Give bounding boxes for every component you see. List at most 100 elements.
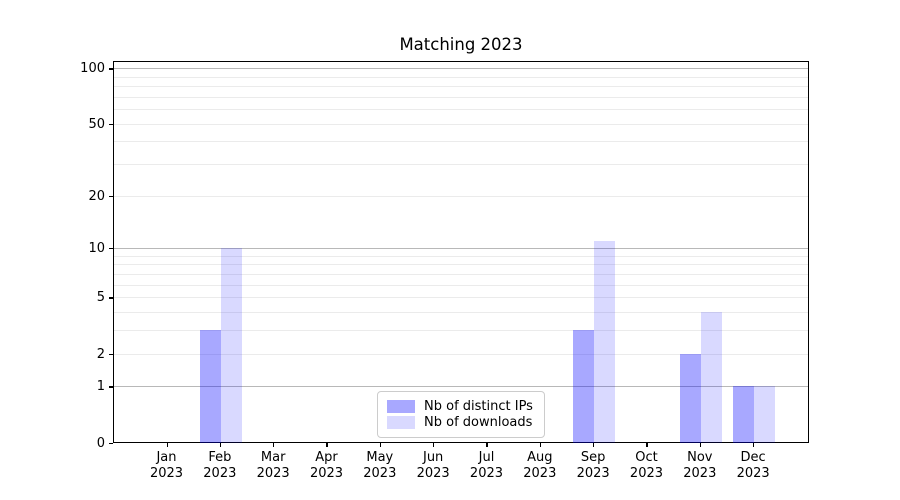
y-tick-label: 50 <box>88 116 105 132</box>
x-tick-label-year: 2023 <box>203 466 237 481</box>
minor-gridline <box>114 195 808 197</box>
y-axis-tick <box>109 68 113 70</box>
major-gridline <box>114 68 808 70</box>
minor-gridline <box>114 86 808 88</box>
x-tick-label-month: Mar <box>260 450 286 465</box>
x-axis-tick <box>166 443 168 447</box>
minor-gridline <box>114 96 808 98</box>
x-tick-label: Dec 2023 <box>713 450 793 482</box>
minor-gridline <box>114 330 808 332</box>
minor-gridline <box>114 76 808 78</box>
major-gridline <box>114 248 808 250</box>
minor-gridline <box>114 109 808 111</box>
x-tick-label-month: Jul <box>478 450 495 465</box>
x-axis-tick <box>539 443 542 447</box>
bar-downloads <box>220 248 243 444</box>
x-tick-label-month: Apr <box>315 450 338 465</box>
x-tick-label: Jun 2023 <box>393 450 473 482</box>
x-tick-label-year: 2023 <box>576 466 610 481</box>
x-tick-label-year: 2023 <box>683 466 717 481</box>
plot-area <box>113 61 809 444</box>
x-axis-tick <box>379 443 382 447</box>
bar-distinct-ips <box>199 330 221 444</box>
y-axis-tick <box>109 123 113 126</box>
x-axis-tick <box>486 443 488 447</box>
minor-gridline <box>114 255 808 257</box>
x-tick-label-month: Feb <box>208 450 232 465</box>
bar-distinct-ips <box>572 330 595 444</box>
x-tick-label-month: Aug <box>527 450 553 465</box>
legend-item: Nb of downloads <box>387 415 535 432</box>
minor-gridline <box>114 284 808 286</box>
y-axis-tick <box>109 353 113 355</box>
bar-downloads <box>594 241 616 444</box>
x-axis-tick <box>646 443 648 447</box>
x-tick-label-year: 2023 <box>363 466 397 481</box>
x-tick-label-year: 2023 <box>469 466 504 481</box>
x-axis-tick <box>753 443 755 447</box>
x-tick-label-month: Nov <box>687 450 713 465</box>
bar-downloads <box>700 312 723 444</box>
x-tick-label-month: Oct <box>635 450 658 465</box>
bar-distinct-ips <box>732 386 755 444</box>
minor-gridline <box>114 297 808 299</box>
x-tick-label-year: 2023 <box>256 466 290 481</box>
x-tick-label-month: Dec <box>740 450 766 465</box>
y-axis-tick <box>109 442 113 444</box>
y-tick-label: 5 <box>96 290 105 306</box>
x-tick-label: Mar 2023 <box>233 450 313 482</box>
x-axis-tick <box>273 443 275 447</box>
x-tick-label: Feb 2023 <box>180 450 260 482</box>
x-tick-label: May 2023 <box>340 450 420 482</box>
x-tick-label: Jul 2023 <box>446 450 526 482</box>
x-tick-label-month: Jun <box>422 450 444 465</box>
minor-gridline <box>114 123 808 125</box>
y-tick-label: 2 <box>96 346 105 362</box>
x-tick-label: Sep 2023 <box>553 450 633 482</box>
chart-title: Matching 2023 <box>399 35 523 54</box>
x-tick-label-month: Jan <box>156 450 177 465</box>
y-tick-label: 1 <box>96 379 105 395</box>
x-tick-label-month: Sep <box>580 450 606 465</box>
legend-label: Nb of distinct IPs <box>424 398 533 414</box>
x-tick-label-year: 2023 <box>629 466 664 481</box>
x-tick-label-year: 2023 <box>523 466 557 481</box>
x-tick-label: Aug 2023 <box>500 450 580 482</box>
x-axis-tick <box>433 443 435 447</box>
y-tick-label: 0 <box>96 435 105 451</box>
x-tick-label-year: 2023 <box>416 466 450 481</box>
y-axis-tick <box>109 297 113 299</box>
legend-item: Nb of distinct IPs <box>387 398 535 415</box>
x-axis-tick <box>593 443 595 447</box>
legend: Nb of distinct IPs Nb of downloads <box>377 391 545 438</box>
x-tick-label-year: 2023 <box>736 466 770 481</box>
x-tick-label-year: 2023 <box>309 466 344 481</box>
x-tick-label-month: May <box>366 450 394 465</box>
x-tick-label: Oct 2023 <box>606 450 686 482</box>
y-axis-tick <box>109 195 113 197</box>
x-tick-label: Nov 2023 <box>660 450 740 482</box>
x-tick-label: Jan 2023 <box>127 450 207 482</box>
minor-gridline <box>114 274 808 275</box>
y-tick-label: 20 <box>88 188 105 204</box>
bar-distinct-ips <box>679 353 701 444</box>
y-tick-label: 10 <box>88 241 105 257</box>
x-tick-label: Apr 2023 <box>286 450 366 482</box>
minor-gridline <box>114 353 808 355</box>
y-tick-label: 100 <box>80 61 105 77</box>
y-axis-tick <box>109 386 113 388</box>
minor-gridline <box>114 312 808 314</box>
minor-gridline <box>114 164 808 166</box>
x-axis-tick <box>219 443 222 447</box>
legend-swatch <box>387 416 415 430</box>
bar-downloads <box>754 386 776 444</box>
y-axis-tick <box>109 248 113 250</box>
legend-swatch <box>387 399 415 413</box>
minor-gridline <box>114 141 808 143</box>
major-gridline <box>114 386 808 388</box>
legend-label: Nb of downloads <box>424 415 533 431</box>
x-axis-tick <box>326 443 328 447</box>
minor-gridline <box>114 264 808 266</box>
x-tick-label-year: 2023 <box>149 466 184 481</box>
